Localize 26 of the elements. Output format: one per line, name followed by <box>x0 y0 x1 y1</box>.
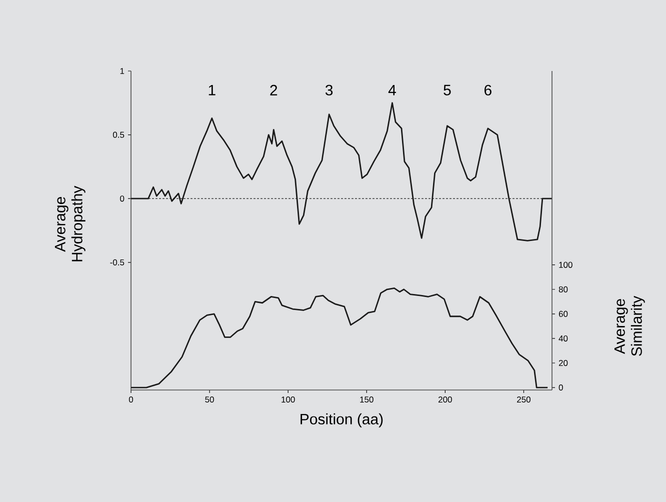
annotation: 2 <box>270 84 278 96</box>
y2-tick-label: 40 <box>558 335 568 342</box>
line-series <box>130 287 548 388</box>
y2-axis-title: Average Similarity <box>614 296 645 356</box>
x-tick-label: 200 <box>438 396 452 403</box>
y-axis-title: Average Hydropathy <box>54 186 86 262</box>
annotation: 3 <box>325 84 333 96</box>
y2-tick-label: 60 <box>558 310 568 317</box>
annotation: 1 <box>208 84 216 96</box>
y2-tick-label: 20 <box>558 360 568 366</box>
y-tick-label: 0.5 <box>112 132 124 138</box>
y-tick-label: -0.5 <box>110 259 124 266</box>
y2-tick-label: 0 <box>558 384 563 391</box>
annotation: 6 <box>484 84 492 96</box>
x-tick-label: 250 <box>517 396 530 403</box>
x-tick-label: 50 <box>205 396 214 403</box>
x-tick-label: 100 <box>282 396 295 403</box>
y-tick-label: 1 <box>120 68 124 74</box>
y-tick-label: 0 <box>120 196 124 202</box>
x-tick-label: 150 <box>360 396 374 403</box>
y2-tick-label: 100 <box>559 262 572 268</box>
y2-tick-label: 80 <box>558 286 568 292</box>
annotation: 4 <box>388 84 396 96</box>
annotation: 5 <box>444 84 451 96</box>
x-tick-label: 0 <box>128 396 134 403</box>
x-axis-title: Position (aa) <box>300 413 383 428</box>
